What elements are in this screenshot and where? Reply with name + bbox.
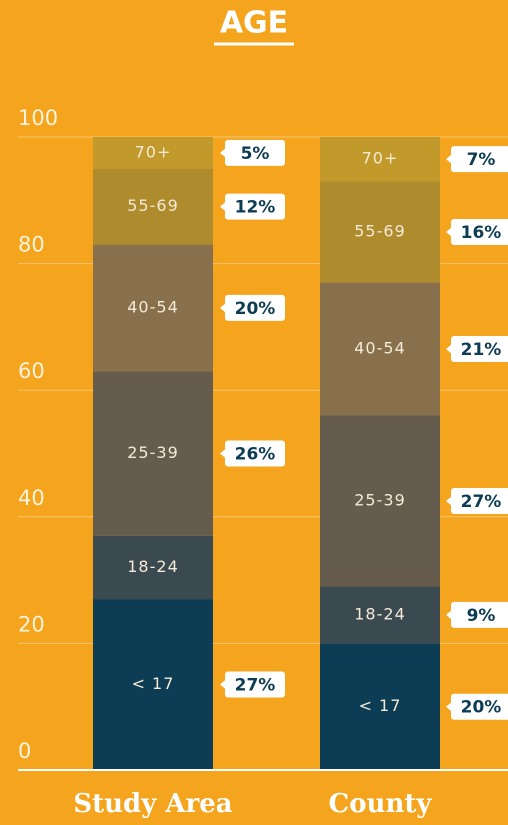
- label-box: [225, 139, 285, 166]
- segment-label: 40-54: [127, 297, 179, 316]
- value-label: 9%: [467, 606, 496, 626]
- segment-label: 55-69: [127, 196, 179, 215]
- label-pointer: [446, 609, 452, 620]
- label-pointer: [220, 201, 226, 212]
- segment-label: 70+: [362, 149, 399, 168]
- label-box: [451, 601, 508, 628]
- value-label: 5%: [241, 144, 270, 164]
- label-box: [225, 193, 285, 220]
- segment-label: < 17: [132, 674, 175, 693]
- bar-segment: [93, 599, 213, 770]
- x-tick-label: Study Area: [73, 789, 232, 819]
- label-pointer: [446, 226, 452, 237]
- chart-title: AGE: [220, 6, 288, 41]
- y-tick-label: 20: [18, 612, 45, 636]
- y-tick-label: 0: [18, 739, 31, 763]
- segment-label: 18-24: [354, 604, 406, 623]
- segment-label: 55-69: [354, 221, 406, 240]
- value-label: 21%: [461, 340, 502, 360]
- value-label: 26%: [235, 445, 276, 465]
- label-pointer: [446, 701, 452, 712]
- segment-label: 18-24: [127, 557, 179, 576]
- segment-label: 25-39: [127, 443, 179, 462]
- bar-segment: [320, 282, 440, 416]
- bar-segment: [320, 415, 440, 587]
- y-tick-label: 100: [18, 106, 58, 130]
- bar-segment: [320, 137, 440, 182]
- label-box: [225, 440, 285, 467]
- segment-label: 40-54: [354, 339, 406, 358]
- label-box: [451, 336, 508, 363]
- y-tick-label: 80: [18, 233, 45, 257]
- label-pointer: [446, 495, 452, 506]
- value-label: 20%: [235, 299, 276, 319]
- bar-segment: [320, 643, 440, 770]
- value-label: 16%: [461, 223, 502, 243]
- label-pointer: [220, 448, 226, 459]
- x-tick-label: County: [329, 789, 433, 819]
- bar-segment: [320, 586, 440, 644]
- bar-segment: [93, 244, 213, 372]
- label-pointer: [446, 154, 452, 165]
- label-box: [451, 218, 508, 245]
- label-box: [225, 671, 285, 698]
- label-pointer: [220, 302, 226, 313]
- value-label: 27%: [461, 492, 502, 512]
- label-box: [451, 693, 508, 720]
- bar-segment: [93, 535, 213, 600]
- label-pointer: [220, 679, 226, 690]
- bar-segment: [320, 181, 440, 283]
- segment-label: 70+: [135, 142, 172, 161]
- label-pointer: [446, 344, 452, 355]
- y-tick-label: 40: [18, 486, 45, 510]
- bar-segment: [93, 137, 213, 169]
- segment-label: 25-39: [354, 490, 406, 509]
- label-box: [451, 487, 508, 514]
- segment-label: < 17: [359, 696, 402, 715]
- value-label: 12%: [235, 198, 276, 218]
- bar-segment: [93, 371, 213, 536]
- label-box: [451, 146, 508, 173]
- value-label: 27%: [235, 676, 276, 696]
- label-pointer: [220, 147, 226, 158]
- value-label: 20%: [461, 698, 502, 718]
- y-tick-label: 60: [18, 359, 45, 383]
- value-label: 7%: [467, 150, 496, 170]
- bar-segment: [93, 168, 213, 245]
- label-box: [225, 294, 285, 321]
